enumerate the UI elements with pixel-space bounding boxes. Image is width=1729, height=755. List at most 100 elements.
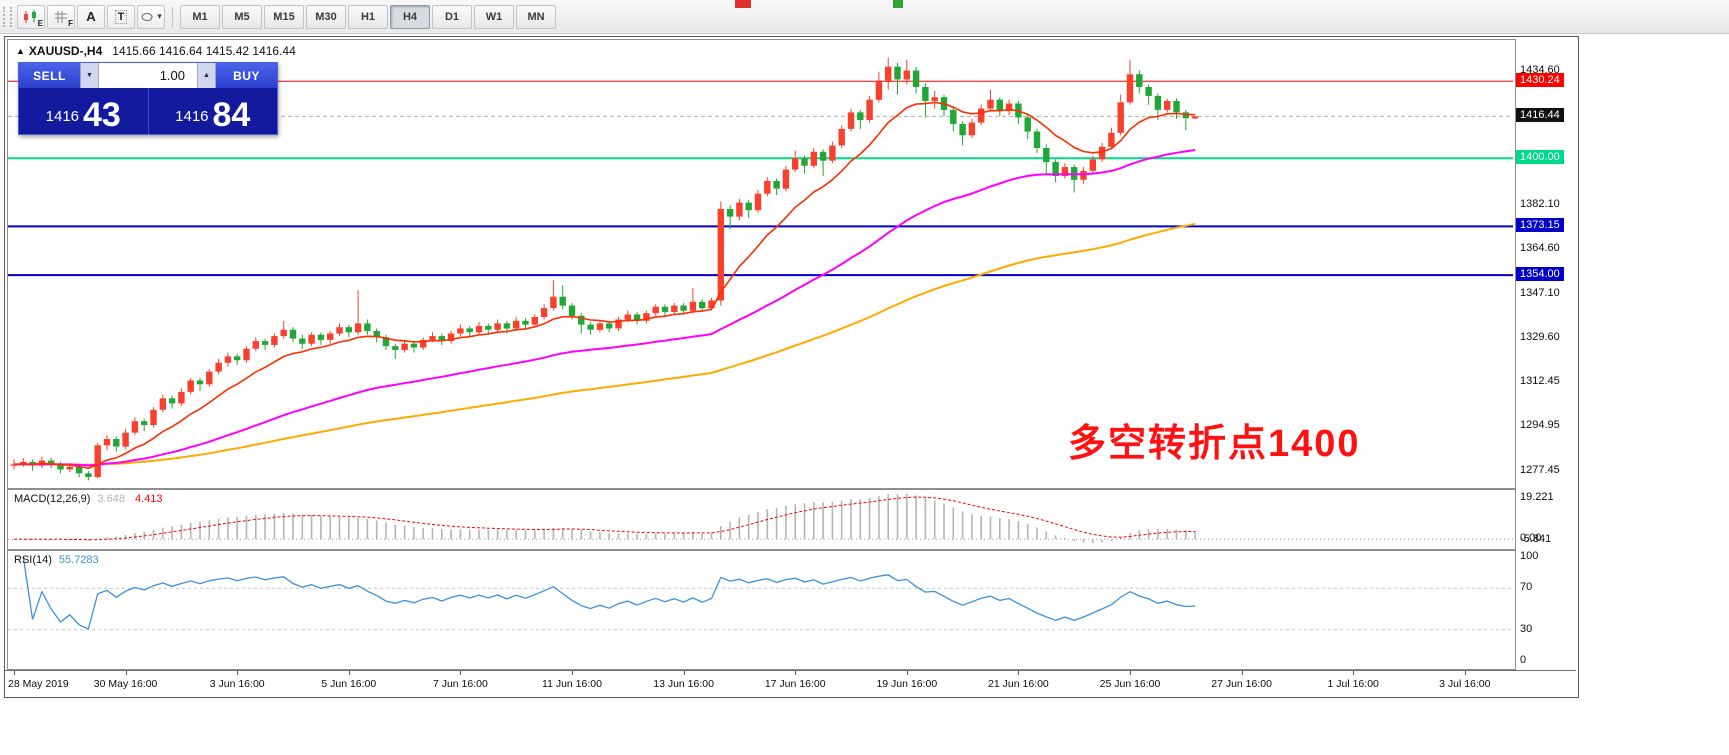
toolbar: E F A T ▾ M1 M5 M15 M30 H1 H4 D1 W1 MN: [0, 0, 1729, 34]
timeframe-group: M1 M5 M15 M30 H1 H4 D1 W1 MN: [179, 4, 557, 29]
time-axis-label: 21 Jun 16:00: [988, 678, 1049, 690]
macd-canvas[interactable]: [8, 490, 1513, 547]
sell-button[interactable]: SELL: [19, 63, 80, 88]
timeframe-m15[interactable]: M15: [264, 4, 304, 29]
volume-input[interactable]: [99, 67, 197, 84]
time-axis-tick: [572, 671, 573, 675]
level-price-badge: 1430.24: [1516, 73, 1564, 88]
chart-style-icon[interactable]: E: [17, 4, 45, 29]
macd-value-main: 3.648: [97, 493, 125, 505]
shapes-icon[interactable]: ▾: [137, 4, 165, 29]
text-label-icon[interactable]: A: [77, 4, 105, 29]
time-axis[interactable]: 28 May 2019 30 May 16:00 3 Jun 16:00 5 Jun …: [5, 670, 1576, 697]
macd-axis[interactable]: 19.221 0.00 -5.841: [1516, 489, 1577, 548]
ask-price: 1416 84: [147, 88, 278, 135]
window-fragment-green: [893, 0, 903, 8]
volume-up-icon[interactable]: ▲: [197, 63, 216, 88]
time-axis-tick: [125, 671, 127, 675]
rsi-value: 55.7283: [58, 554, 99, 566]
axis-tick-label: 0: [1520, 654, 1527, 666]
timeframe-m5[interactable]: M5: [222, 4, 262, 29]
timeframe-w1[interactable]: W1: [474, 4, 514, 29]
axis-tick-label: 1347.10: [1520, 286, 1560, 299]
toolbar-drag-handle[interactable]: [3, 6, 12, 27]
bid-price: 1416 43: [19, 88, 148, 134]
rsi-canvas[interactable]: [8, 551, 1513, 667]
time-axis-label: 17 Jun 16:00: [764, 678, 826, 690]
axis-tick-label: 19.221: [1520, 491, 1554, 503]
current-price-badge: 1416.44: [1516, 108, 1564, 123]
one-click-trade-panel: SELL ▼ ▲ BUY 1416 43 1416 84: [18, 62, 278, 135]
timeframe-d1[interactable]: D1: [432, 4, 472, 29]
symbol-title: XAUUSD-,H4: [28, 44, 103, 58]
time-axis-tick: [906, 671, 908, 675]
chart-window: ▲ XAUUSD-,H4 1415.66 1416.64 1415.42 1416.…: [4, 36, 1579, 698]
time-axis-tick: [348, 671, 350, 675]
timeframe-h1[interactable]: H1: [348, 4, 388, 29]
axis-tick-label: 1434.60: [1520, 64, 1560, 77]
time-axis-tick: [237, 671, 239, 675]
time-axis-label: 19 Jun 16:00: [876, 678, 938, 690]
macd-pane[interactable]: MACD(12,26,9) 3.648 4.413: [7, 489, 1516, 550]
text-box-icon[interactable]: T: [107, 4, 135, 29]
ohlc-values: 1415.66 1416.64 1415.42 1416.44: [112, 44, 296, 58]
timeframe-mn[interactable]: MN: [516, 4, 556, 29]
time-axis-tick: [1241, 671, 1243, 675]
macd-label: MACD(12,26,9) 3.648 4.413: [14, 493, 163, 505]
candlestick-canvas[interactable]: [8, 40, 1513, 486]
time-axis-label: 3 Jun 16:00: [209, 678, 265, 690]
toolbar-separator: [172, 6, 173, 27]
grid-icon[interactable]: F: [47, 4, 75, 29]
main-chart-pane[interactable]: ▲ XAUUSD-,H4 1415.66 1416.64 1415.42 1416.…: [7, 39, 1516, 489]
time-axis-label: 13 Jun 16:00: [653, 678, 714, 690]
time-axis-label: 3 Jul 16:00: [1439, 678, 1491, 690]
rsi-label: RSI(14) 55.7283: [14, 554, 99, 566]
level-price-badge: 1373.15: [1516, 218, 1564, 233]
time-axis-tick: [1130, 671, 1131, 675]
time-axis-label: 5 Jun 16:00: [321, 678, 377, 690]
axis-tick-label: 1294.95: [1520, 419, 1560, 432]
bid-price-small: 1416: [45, 108, 80, 125]
time-axis-tick: [683, 671, 685, 675]
time-axis-label: 1 Jul 16:00: [1327, 678, 1379, 690]
time-axis-tick: [14, 671, 15, 675]
axis-tick-label: -5.841: [1520, 533, 1552, 545]
time-axis-tick: [1353, 671, 1355, 675]
time-axis-label: 28 May 2019: [8, 678, 69, 690]
timeframe-m30[interactable]: M30: [306, 4, 346, 29]
time-axis-tick: [1018, 671, 1020, 675]
time-axis-tick: [1464, 671, 1466, 675]
timeframe-h4[interactable]: H4: [390, 4, 430, 29]
ask-price-big: 84: [212, 96, 251, 135]
rsi-axis[interactable]: 100 70 30 0: [1516, 550, 1577, 668]
bid-price-big: 43: [83, 96, 121, 135]
axis-tick-label: 1329.60: [1520, 331, 1560, 344]
axis-tick-label: 0.00: [1520, 532, 1542, 544]
time-axis-label: 30 May 16:00: [93, 678, 158, 690]
axis-tick-label: 1364.60: [1520, 242, 1560, 255]
timeframe-m1[interactable]: M1: [180, 4, 220, 29]
time-axis-tick: [795, 671, 797, 675]
level-price-badge: 1354.00: [1516, 267, 1564, 282]
buy-button[interactable]: BUY: [216, 63, 277, 88]
time-axis-label: 27 Jun 16:00: [1211, 678, 1272, 690]
level-price-badge: 1400.00: [1516, 150, 1564, 165]
chart-annotation-text: 多空转折点1400: [1068, 423, 1361, 465]
ask-price-small: 1416: [175, 108, 209, 125]
time-axis-tick: [460, 671, 462, 675]
axis-tick-label: 70: [1520, 581, 1533, 594]
axis-tick-label: 1312.45: [1520, 374, 1560, 387]
macd-value-signal: 4.413: [135, 493, 163, 505]
rsi-pane[interactable]: RSI(14) 55.7283: [7, 550, 1516, 670]
axis-tick-label: 1277.45: [1520, 463, 1560, 476]
axis-tick-label: 30: [1520, 622, 1533, 635]
price-axis[interactable]: 1434.60 1382.10 1364.60 1347.10 1329.60 1312.…: [1516, 39, 1577, 487]
chart-title: ▲ XAUUSD-,H4 1415.66 1416.64 1415.42 1416.…: [16, 44, 296, 58]
time-axis-label: 25 Jun 16:00: [1099, 678, 1161, 690]
time-axis-label: 11 Jun 16:00: [542, 678, 602, 690]
volume-down-icon[interactable]: ▼: [80, 63, 99, 88]
time-axis-label: 7 Jun 16:00: [432, 678, 488, 690]
axis-tick-label: 100: [1520, 550, 1539, 562]
window-fragment-red: [735, 0, 751, 8]
axis-tick-label: 1382.10: [1520, 197, 1560, 210]
